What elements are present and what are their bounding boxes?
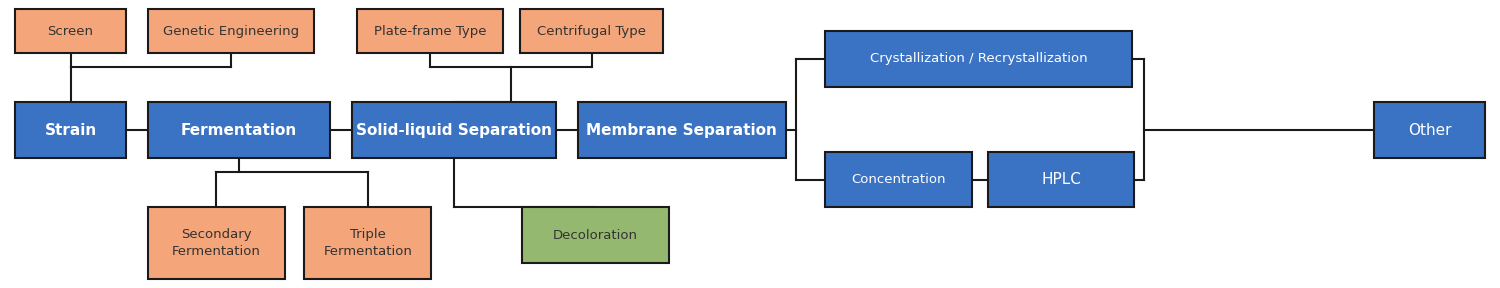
Text: Concentration: Concentration bbox=[852, 173, 946, 186]
Text: Genetic Engineering: Genetic Engineering bbox=[164, 24, 298, 38]
Text: Triple
Fermentation: Triple Fermentation bbox=[324, 228, 413, 258]
Text: Solid-liquid Separation: Solid-liquid Separation bbox=[356, 123, 552, 138]
Text: Plate-frame Type: Plate-frame Type bbox=[374, 24, 486, 38]
FancyBboxPatch shape bbox=[825, 31, 1132, 87]
FancyBboxPatch shape bbox=[148, 207, 285, 279]
FancyBboxPatch shape bbox=[304, 207, 430, 279]
Text: Centrifugal Type: Centrifugal Type bbox=[537, 24, 646, 38]
FancyBboxPatch shape bbox=[1374, 103, 1485, 158]
FancyBboxPatch shape bbox=[578, 103, 786, 158]
FancyBboxPatch shape bbox=[148, 9, 314, 53]
Text: Strain: Strain bbox=[45, 123, 96, 138]
FancyBboxPatch shape bbox=[825, 152, 972, 207]
FancyBboxPatch shape bbox=[15, 103, 126, 158]
FancyBboxPatch shape bbox=[352, 103, 556, 158]
FancyBboxPatch shape bbox=[357, 9, 504, 53]
Text: Decoloration: Decoloration bbox=[554, 229, 638, 242]
FancyBboxPatch shape bbox=[522, 207, 669, 263]
Text: Secondary
Fermentation: Secondary Fermentation bbox=[172, 228, 261, 258]
Text: Membrane Separation: Membrane Separation bbox=[586, 123, 777, 138]
FancyBboxPatch shape bbox=[15, 9, 126, 53]
FancyBboxPatch shape bbox=[148, 103, 330, 158]
Text: Other: Other bbox=[1407, 123, 1450, 138]
Text: Screen: Screen bbox=[48, 24, 93, 38]
FancyBboxPatch shape bbox=[520, 9, 663, 53]
Text: HPLC: HPLC bbox=[1041, 172, 1082, 187]
FancyBboxPatch shape bbox=[987, 152, 1134, 207]
Text: Crystallization / Recrystallization: Crystallization / Recrystallization bbox=[870, 52, 1088, 65]
Text: Fermentation: Fermentation bbox=[182, 123, 297, 138]
